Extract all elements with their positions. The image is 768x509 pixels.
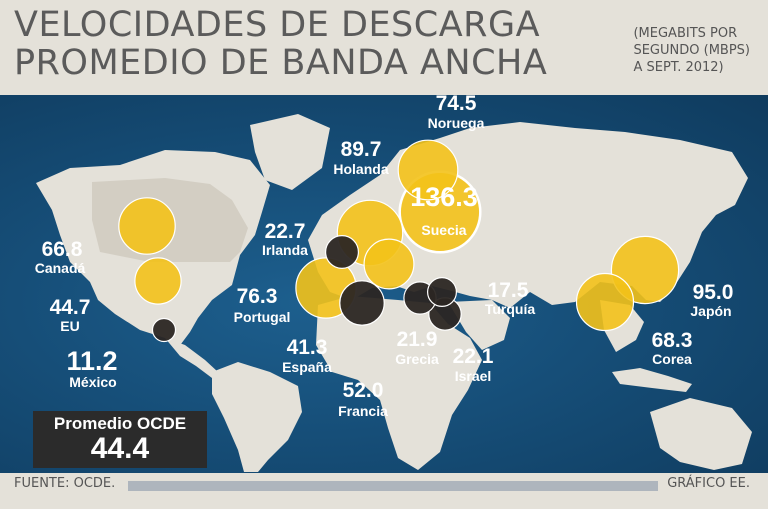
value-label-irlanda: 22.7 [265,220,306,243]
country-label-grecia: Grecia [395,351,439,367]
value-label-eu: 44.7 [50,296,91,319]
country-label-turquia: Turquía [485,301,536,317]
value-label-noruega: 74.5 [436,92,477,115]
bubble-espana [339,280,385,326]
value-label-espana: 41.3 [287,336,328,359]
bubbles-layer [118,139,680,343]
bubble-noruega [397,139,459,201]
units-note-line-1: (MEGABITS POR [633,26,738,41]
value-label-israel: 22.1 [453,345,494,368]
land-south-america [212,362,302,472]
country-label-corea: Corea [652,351,692,367]
land-africa [316,296,482,470]
units-note-line-2: SEGUNDO (MBPS) [633,43,750,58]
land-greenland [250,114,330,190]
units-note: (MEGABITS POR SEGUNDO (MBPS) A SEPT. 201… [633,25,750,76]
country-label-japon: Japón [690,303,731,319]
country-label-suecia: Suecia [421,222,466,238]
country-label-francia: Francia [338,403,388,419]
value-label-turquia: 17.5 [488,279,529,302]
country-label-mexico: México [69,374,116,390]
bubble-eu [134,257,182,305]
country-label-espana: España [282,359,332,375]
title-block: VELOCIDADES DE DESCARGA PROMEDIO DE BAND… [14,6,547,82]
country-label-holanda: Holanda [333,161,388,177]
land-australia [650,398,752,470]
oecd-average-value: 44.4 [90,432,150,465]
country-label-eu: EU [60,318,79,334]
bubble-turquia [427,277,458,308]
title-line-2: PROMEDIO DE BANDA ANCHA [14,43,548,83]
country-label-noruega: Noruega [428,115,485,131]
land-arabia [448,300,510,350]
value-label-portugal: 76.3 [237,285,278,308]
country-label-irlanda: Irlanda [262,242,308,258]
country-label-israel: Israel [455,368,492,384]
units-note-line-3: A SEPT. 2012) [633,60,724,75]
footer: FUENTE: OCDE. GRÁFICO EE. [0,473,768,509]
bubble-corea [575,272,635,332]
value-label-holanda: 89.7 [341,138,382,161]
land-indonesia [612,368,692,392]
value-label-suecia: 136.3 [410,182,478,212]
oecd-average-label: Promedio OCDE [53,414,187,433]
bubble-mexico [151,317,177,343]
value-label-grecia: 21.9 [397,328,438,351]
land-central-america [165,338,218,378]
bubble-francia [363,238,415,290]
bubble-canada [118,197,176,255]
value-label-corea: 68.3 [652,329,693,352]
source-note: FUENTE: OCDE. [14,476,116,491]
value-label-mexico: 11.2 [66,346,117,376]
value-label-japon: 95.0 [693,281,734,304]
country-label-canada: Canadá [35,260,86,276]
country-label-portugal: Portugal [234,309,291,325]
bubble-irlanda [325,235,360,270]
value-label-francia: 52.0 [343,379,384,402]
credit-note: GRÁFICO EE. [667,476,750,491]
oecd-average-box: Promedio OCDE 44.4 [33,411,207,468]
title-line-1: VELOCIDADES DE DESCARGA [14,5,541,45]
value-label-canada: 66.8 [42,238,83,261]
footer-bar [128,481,658,491]
